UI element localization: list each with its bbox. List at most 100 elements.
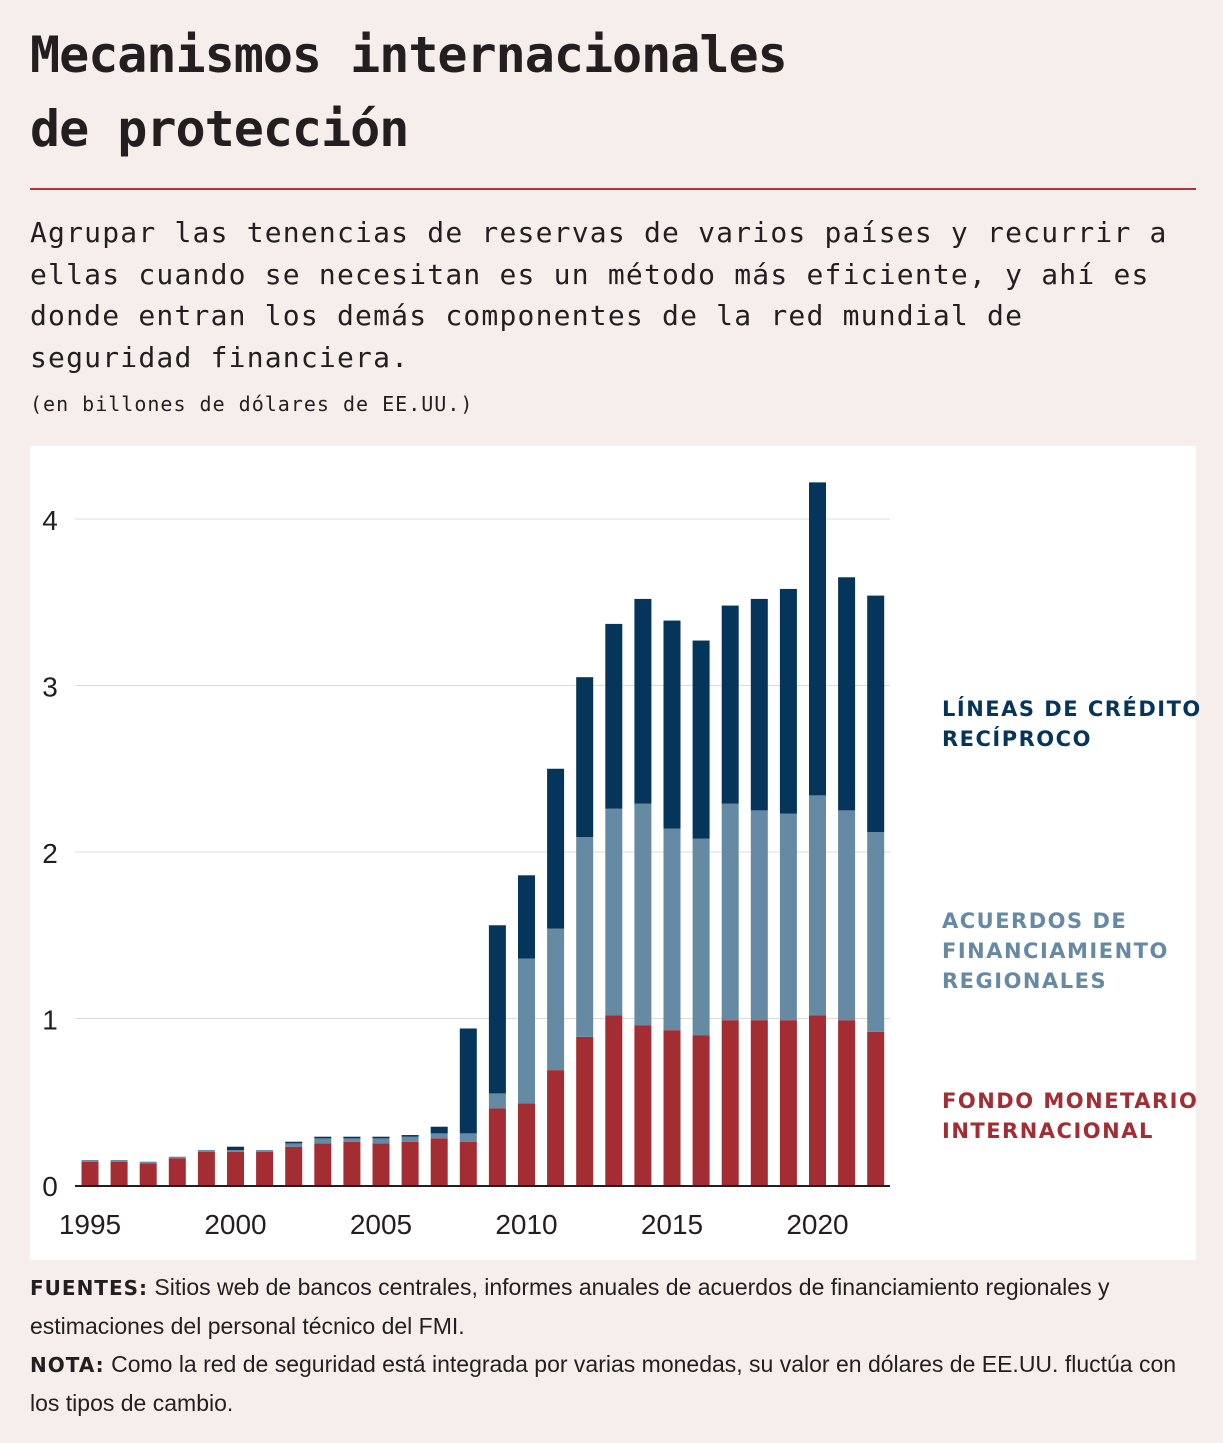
bar-2020-rfa [809,795,826,1016]
sources-note: FUENTES: Sitios web de bancos centrales,… [30,1268,1200,1345]
bar-2014-imf [634,1025,652,1185]
axes: 0 1 2 3 4 1995 2000 2005 2010 2015 2020 [42,505,890,1240]
bar-2020-bsl [809,482,826,796]
bar-2004-imf [343,1141,361,1185]
chart-title: Mecanismos internacionales de protección [30,18,1190,166]
bar-2000-rfa [227,1150,244,1152]
bar-2022-imf [867,1031,885,1185]
x-tick-label-2005: 2005 [350,1209,412,1240]
legend-bsl-line-2: RECÍPROCO [942,727,1092,751]
sources-label: FUENTES: [30,1276,149,1300]
bar-2015-rfa [663,828,681,1031]
bar-2003-rfa [314,1138,332,1144]
legend-bsl: LÍNEAS DE CRÉDITO RECÍPROCO [942,694,1202,754]
bar-2021-rfa [838,810,856,1021]
bar-2002-rfa [285,1143,303,1147]
bar-1997-rfa [139,1161,157,1164]
bar-1996-imf [110,1161,128,1185]
bar-2011-bsl [547,768,565,929]
bar-2016-rfa [692,838,710,1036]
bar-2015-imf [663,1030,681,1185]
y-tick-label-4: 4 [42,505,58,536]
x-tick-label-2020: 2020 [786,1209,848,1240]
bar-1999-imf [197,1151,215,1185]
bar-2013-rfa [605,808,623,1016]
legend-bsl-line-1: LÍNEAS DE CRÉDITO [942,697,1202,721]
bar-2018-rfa [750,810,768,1021]
x-tick-label-2000: 2000 [204,1209,266,1240]
sources-text: Sitios web de bancos centrales, informes… [30,1274,1110,1339]
bar-2010-rfa [518,958,535,1104]
x-tick-label-1995: 1995 [59,1209,121,1240]
bar-2021-bsl [838,577,856,811]
bar-2004-rfa [343,1138,361,1142]
bar-2010-bsl [518,875,535,959]
y-tick-label-3: 3 [42,672,58,703]
bar-2006-bsl [401,1135,419,1137]
bar-2005-rfa [372,1138,390,1144]
bar-2011-rfa [547,928,565,1071]
y-tick-label-1: 1 [42,1005,58,1036]
bar-1997-imf [139,1163,157,1185]
bar-2019-rfa [779,813,797,1021]
bar-1995-rfa [81,1160,99,1162]
bar-2008-rfa [459,1133,477,1142]
y-tick-label-2: 2 [42,838,58,869]
bar-1998-imf [168,1158,186,1185]
legend-rfa-line-2: FINANCIAMIENTO [942,939,1169,963]
bar-1995-imf [81,1161,99,1185]
bar-2001-imf [256,1151,274,1185]
bar-2006-imf [401,1141,419,1185]
bar-2010-imf [518,1103,535,1185]
bar-1996-rfa [110,1160,128,1162]
bar-2004-bsl [343,1136,361,1139]
bar-2000-bsl [227,1146,244,1151]
bar-2012-bsl [576,677,594,838]
y-tick-label-0: 0 [42,1171,58,1202]
bar-2005-imf [372,1143,390,1185]
bar-2003-bsl [314,1136,332,1139]
bar-2009-rfa [488,1093,506,1109]
chart-footer: FUENTES: Sitios web de bancos centrales,… [30,1268,1200,1422]
bar-2016-imf [692,1035,710,1185]
bar-2005-bsl [372,1136,390,1139]
stacked-bar-chart: 0 1 2 3 4 1995 2000 2005 2010 2015 2020 [42,482,890,1240]
bar-2002-imf [285,1146,303,1185]
legend-rfa: ACUERDOS DE FINANCIAMIENTO REGIONALES [942,906,1202,996]
bar-2001-rfa [256,1150,274,1152]
title-line-2: de protección [30,100,409,158]
chart-panel: 0 1 2 3 4 1995 2000 2005 2010 2015 2020 LÍNEAS DE … [30,446,1200,1260]
bar-2016-bsl [692,640,710,839]
bar-2012-imf [576,1036,594,1185]
legend-imf-line-2: INTERNACIONAL [942,1119,1154,1143]
legend-imf: FONDO MONETARIO INTERNACIONAL [942,1086,1202,1146]
note-text: Como la red de seguridad está integrada … [30,1351,1177,1416]
bar-2013-bsl [605,623,623,809]
bar-2011-imf [547,1070,565,1185]
nota-note: NOTA: Como la red de seguridad está inte… [30,1345,1200,1422]
bar-2006-rfa [401,1136,419,1142]
bar-2008-imf [459,1141,477,1185]
bar-2000-imf [227,1151,244,1185]
bar-2022-bsl [867,595,885,833]
bar-2021-imf [838,1020,856,1185]
title-divider [30,188,1196,190]
bar-2017-bsl [721,605,739,804]
bar-2018-bsl [750,598,768,811]
bar-2017-imf [721,1020,739,1185]
chart-subtitle: Agrupar las tenencias de reservas de var… [30,216,1168,374]
bar-2019-bsl [779,588,797,814]
bar-2013-imf [605,1015,623,1185]
bar-2003-imf [314,1143,332,1185]
bars [81,482,885,1185]
bar-2002-bsl [285,1141,303,1144]
bar-2009-imf [488,1108,506,1185]
bar-2008-bsl [459,1028,477,1134]
bar-2019-imf [779,1020,797,1185]
bar-2018-imf [750,1020,768,1185]
note-label: NOTA: [30,1353,105,1377]
bar-1999-rfa [197,1150,215,1152]
legend-rfa-line-1: ACUERDOS DE [942,909,1128,933]
legend-rfa-line-3: REGIONALES [942,969,1108,993]
bar-2017-rfa [721,803,739,1021]
